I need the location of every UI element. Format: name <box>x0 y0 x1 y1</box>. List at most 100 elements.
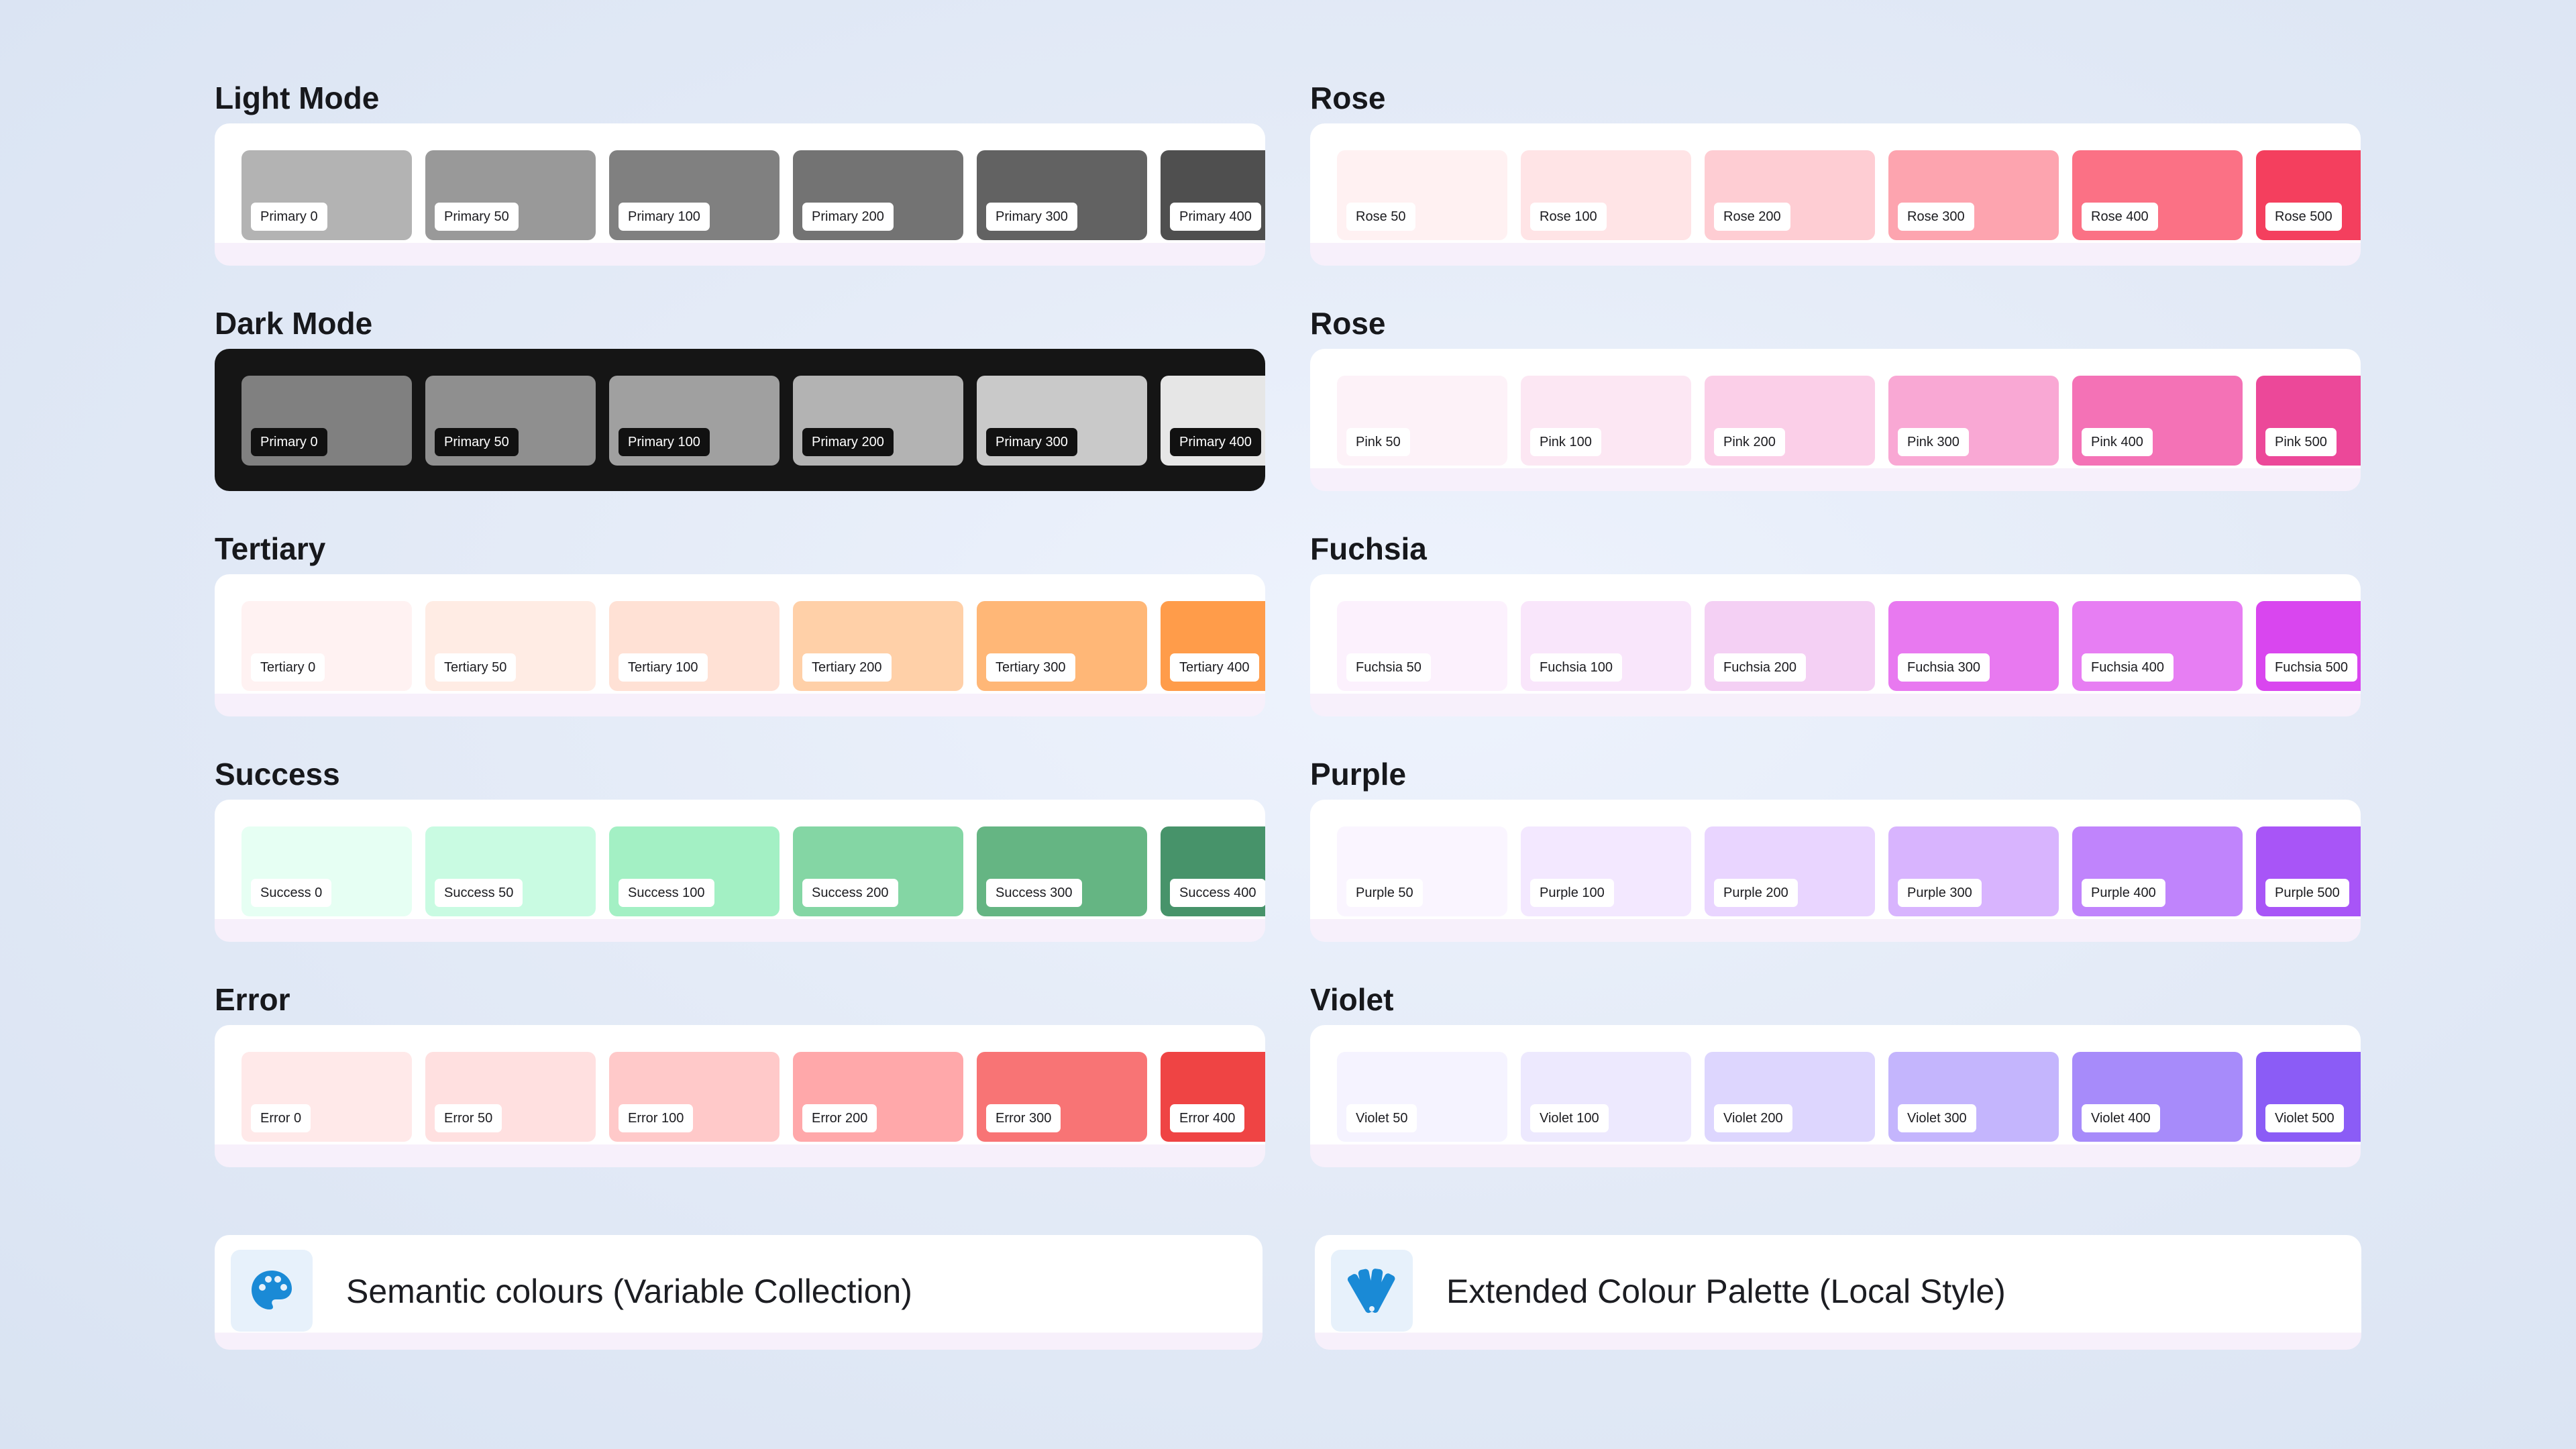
color-swatch-rose-400[interactable]: Rose 400 <box>2072 150 2243 240</box>
swatch-row: Error 0 Error 50 Error 100 Error 200 Error 3… <box>241 1052 1265 1142</box>
color-swatch-pink-400[interactable]: Pink 400 <box>2072 376 2243 466</box>
color-swatch-purple-300[interactable]: Purple 300 <box>1888 826 2059 916</box>
palette-title: Fuchsia <box>1310 531 1427 566</box>
color-swatch-primary-200[interactable]: Primary 200 <box>793 150 963 240</box>
swatch-label: Rose 300 <box>1898 203 1974 231</box>
color-swatch-violet-500[interactable]: Violet 500 <box>2256 1052 2361 1142</box>
color-swatch-primary-400[interactable]: Primary 400 <box>1161 376 1265 466</box>
color-swatch-pink-300[interactable]: Pink 300 <box>1888 376 2059 466</box>
color-swatch-purple-50[interactable]: Purple 50 <box>1337 826 1507 916</box>
semantic-colours-card[interactable]: Semantic colours (Variable Collection) <box>215 1235 1263 1350</box>
color-swatch-pink-50[interactable]: Pink 50 <box>1337 376 1507 466</box>
swatch-card: Primary 0 Primary 50 Primary 100 Primary 20… <box>215 349 1265 491</box>
swatch-label: Violet 400 <box>2082 1104 2160 1132</box>
swatch-label: Error 50 <box>435 1104 502 1132</box>
swatch-label: Fuchsia 300 <box>1898 653 1990 682</box>
palette-title: Dark Mode <box>215 306 373 341</box>
color-swatch-rose-200[interactable]: Rose 200 <box>1705 150 1875 240</box>
color-swatch-primary-100[interactable]: Primary 100 <box>609 150 780 240</box>
color-swatch-violet-300[interactable]: Violet 300 <box>1888 1052 2059 1142</box>
palette-title: Violet <box>1310 982 1394 1017</box>
color-swatch-primary-300[interactable]: Primary 300 <box>977 150 1147 240</box>
color-swatch-success-300[interactable]: Success 300 <box>977 826 1147 916</box>
color-swatch-error-300[interactable]: Error 300 <box>977 1052 1147 1142</box>
color-swatch-primary-100[interactable]: Primary 100 <box>609 376 780 466</box>
color-swatch-purple-200[interactable]: Purple 200 <box>1705 826 1875 916</box>
color-swatch-fuchsia-400[interactable]: Fuchsia 400 <box>2072 601 2243 691</box>
swatch-label: Error 200 <box>802 1104 877 1132</box>
color-swatch-pink-500[interactable]: Pink 500 <box>2256 376 2361 466</box>
swatch-label: Purple 300 <box>1898 879 1982 907</box>
swatch-label: Success 0 <box>251 879 332 907</box>
palette-title: Rose <box>1310 80 1386 115</box>
swatch-label: Rose 500 <box>2265 203 2342 231</box>
color-swatch-violet-200[interactable]: Violet 200 <box>1705 1052 1875 1142</box>
swatch-label: Error 100 <box>619 1104 694 1132</box>
color-swatch-primary-50[interactable]: Primary 50 <box>425 150 596 240</box>
swatch-label: Violet 300 <box>1898 1104 1976 1132</box>
color-swatch-primary-400[interactable]: Primary 400 <box>1161 150 1265 240</box>
color-swatch-purple-400[interactable]: Purple 400 <box>2072 826 2243 916</box>
color-swatch-error-0[interactable]: Error 0 <box>241 1052 412 1142</box>
semantic-colours-label: Semantic colours (Variable Collection) <box>346 1273 912 1310</box>
swatch-label: Rose 50 <box>1346 203 1415 231</box>
color-swatch-rose-100[interactable]: Rose 100 <box>1521 150 1691 240</box>
swatch-label: Pink 500 <box>2265 428 2337 456</box>
color-swatch-primary-50[interactable]: Primary 50 <box>425 376 596 466</box>
palette-title: Light Mode <box>215 80 380 115</box>
extended-palette-card[interactable]: Extended Colour Palette (Local Style) <box>1315 1235 2361 1350</box>
color-swatch-pink-100[interactable]: Pink 100 <box>1521 376 1691 466</box>
swatch-label: Primary 100 <box>619 428 710 456</box>
swatch-row: Fuchsia 50 Fuchsia 100 Fuchsia 200 Fuchsia … <box>1337 601 2361 691</box>
color-swatch-success-200[interactable]: Success 200 <box>793 826 963 916</box>
color-swatch-fuchsia-50[interactable]: Fuchsia 50 <box>1337 601 1507 691</box>
swatch-label: Purple 200 <box>1714 879 1798 907</box>
swatch-card: Violet 50 Violet 100 Violet 200 Violet 300 V… <box>1310 1025 2361 1167</box>
color-swatch-fuchsia-100[interactable]: Fuchsia 100 <box>1521 601 1691 691</box>
swatch-row: Pink 50 Pink 100 Pink 200 Pink 300 Pink 400 P… <box>1337 376 2361 466</box>
swatch-label: Tertiary 50 <box>435 653 517 682</box>
color-swatch-error-100[interactable]: Error 100 <box>609 1052 780 1142</box>
swatch-row: Violet 50 Violet 100 Violet 200 Violet 300 V… <box>1337 1052 2361 1142</box>
palette-title: Success <box>215 757 340 792</box>
color-swatch-purple-100[interactable]: Purple 100 <box>1521 826 1691 916</box>
swatch-label: Rose 100 <box>1530 203 1607 231</box>
swatch-label: Tertiary 100 <box>619 653 708 682</box>
color-swatch-error-400[interactable]: Error 400 <box>1161 1052 1265 1142</box>
color-swatch-primary-0[interactable]: Primary 0 <box>241 150 412 240</box>
color-swatch-primary-200[interactable]: Primary 200 <box>793 376 963 466</box>
color-swatch-success-50[interactable]: Success 50 <box>425 826 596 916</box>
color-swatch-fuchsia-300[interactable]: Fuchsia 300 <box>1888 601 2059 691</box>
color-swatch-success-100[interactable]: Success 100 <box>609 826 780 916</box>
swatch-label: Success 200 <box>802 879 898 907</box>
color-swatch-tertiary-50[interactable]: Tertiary 50 <box>425 601 596 691</box>
color-swatch-rose-50[interactable]: Rose 50 <box>1337 150 1507 240</box>
swatch-label: Primary 50 <box>435 428 519 456</box>
swatch-label: Purple 400 <box>2082 879 2165 907</box>
swatch-label: Rose 200 <box>1714 203 1790 231</box>
swatch-card: Tertiary 0 Tertiary 50 Tertiary 100 Tertiar… <box>215 574 1265 716</box>
swatch-label: Pink 100 <box>1530 428 1601 456</box>
color-swatch-tertiary-200[interactable]: Tertiary 200 <box>793 601 963 691</box>
color-swatch-tertiary-400[interactable]: Tertiary 400 <box>1161 601 1265 691</box>
color-swatch-tertiary-0[interactable]: Tertiary 0 <box>241 601 412 691</box>
color-swatch-violet-50[interactable]: Violet 50 <box>1337 1052 1507 1142</box>
palette-title: Error <box>215 982 290 1017</box>
color-swatch-error-50[interactable]: Error 50 <box>425 1052 596 1142</box>
swatch-label: Error 0 <box>251 1104 311 1132</box>
color-swatch-success-0[interactable]: Success 0 <box>241 826 412 916</box>
color-swatch-rose-500[interactable]: Rose 500 <box>2256 150 2361 240</box>
color-swatch-purple-500[interactable]: Purple 500 <box>2256 826 2361 916</box>
color-swatch-tertiary-100[interactable]: Tertiary 100 <box>609 601 780 691</box>
color-swatch-rose-300[interactable]: Rose 300 <box>1888 150 2059 240</box>
color-swatch-violet-400[interactable]: Violet 400 <box>2072 1052 2243 1142</box>
color-swatch-success-400[interactable]: Success 400 <box>1161 826 1265 916</box>
color-swatch-fuchsia-200[interactable]: Fuchsia 200 <box>1705 601 1875 691</box>
color-swatch-primary-0[interactable]: Primary 0 <box>241 376 412 466</box>
color-swatch-tertiary-300[interactable]: Tertiary 300 <box>977 601 1147 691</box>
color-swatch-error-200[interactable]: Error 200 <box>793 1052 963 1142</box>
color-swatch-violet-100[interactable]: Violet 100 <box>1521 1052 1691 1142</box>
color-swatch-fuchsia-500[interactable]: Fuchsia 500 <box>2256 601 2361 691</box>
color-swatch-pink-200[interactable]: Pink 200 <box>1705 376 1875 466</box>
color-swatch-primary-300[interactable]: Primary 300 <box>977 376 1147 466</box>
